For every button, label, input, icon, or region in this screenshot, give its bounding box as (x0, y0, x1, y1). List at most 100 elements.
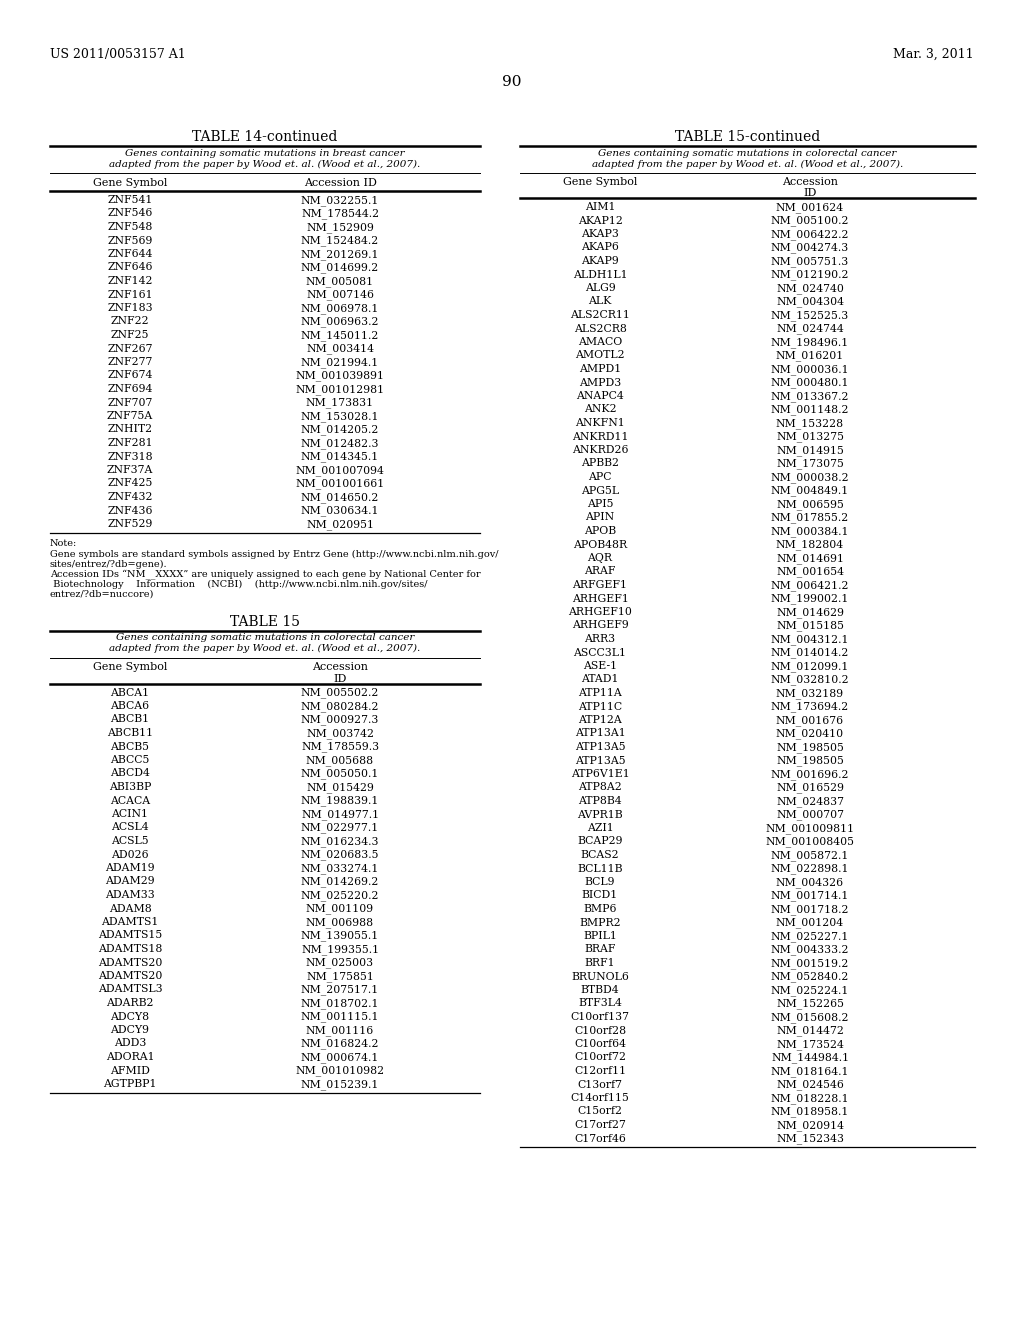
Text: APC: APC (588, 473, 611, 482)
Text: ALG9: ALG9 (585, 282, 615, 293)
Text: NM_014345.1: NM_014345.1 (301, 451, 379, 462)
Text: ATP8A2: ATP8A2 (579, 783, 622, 792)
Text: NM_018958.1: NM_018958.1 (771, 1106, 849, 1117)
Text: US 2011/0053157 A1: US 2011/0053157 A1 (50, 48, 185, 61)
Text: AMACO: AMACO (578, 337, 623, 347)
Text: NM_005050.1: NM_005050.1 (301, 768, 379, 779)
Text: NM_001007094: NM_001007094 (296, 465, 384, 475)
Text: C14orf115: C14orf115 (570, 1093, 630, 1104)
Text: NM_003742: NM_003742 (306, 729, 374, 739)
Text: AVPR1B: AVPR1B (578, 809, 623, 820)
Text: NM_000674.1: NM_000674.1 (301, 1052, 379, 1063)
Text: NM_178544.2: NM_178544.2 (301, 209, 379, 219)
Text: NM_004333.2: NM_004333.2 (771, 945, 849, 956)
Text: NM_006988: NM_006988 (306, 917, 374, 928)
Text: NM_001718.2: NM_001718.2 (771, 904, 849, 915)
Text: ATP11A: ATP11A (579, 688, 622, 698)
Text: NM_198839.1: NM_198839.1 (301, 796, 379, 807)
Text: APOB: APOB (584, 525, 616, 536)
Text: NM_198496.1: NM_198496.1 (771, 337, 849, 347)
Text: NM_001109: NM_001109 (306, 903, 374, 915)
Text: ATP13A5: ATP13A5 (574, 742, 626, 752)
Text: ZNF75A: ZNF75A (106, 411, 154, 421)
Text: Biotechnology    Information    (NCBI)    (http://www.ncbi.nlm.nih.gov/sites/: Biotechnology Information (NCBI) (http:/… (50, 579, 427, 589)
Text: NM_015608.2: NM_015608.2 (771, 1012, 849, 1023)
Text: AMPD1: AMPD1 (579, 364, 622, 374)
Text: NM_173831: NM_173831 (306, 397, 374, 408)
Text: NM_018702.1: NM_018702.1 (301, 998, 379, 1008)
Text: NM_001115.1: NM_001115.1 (301, 1011, 379, 1022)
Text: NM_001624: NM_001624 (776, 202, 844, 213)
Text: ABCA6: ABCA6 (111, 701, 150, 711)
Text: C10orf64: C10orf64 (574, 1039, 626, 1049)
Text: ADAMTS15: ADAMTS15 (98, 931, 162, 940)
Text: NM_005502.2: NM_005502.2 (301, 688, 379, 698)
Text: NM_001010982: NM_001010982 (296, 1065, 385, 1076)
Text: NM_182804: NM_182804 (776, 540, 844, 550)
Text: NM_024837: NM_024837 (776, 796, 844, 807)
Text: AQR: AQR (588, 553, 612, 564)
Text: NM_014014.2: NM_014014.2 (771, 648, 849, 659)
Text: BCL9: BCL9 (585, 876, 615, 887)
Text: ZNF436: ZNF436 (108, 506, 153, 516)
Text: BCAS2: BCAS2 (581, 850, 620, 861)
Text: APG5L: APG5L (581, 486, 620, 495)
Text: NM_000707: NM_000707 (776, 809, 844, 820)
Text: 90: 90 (502, 75, 522, 88)
Text: NM_001654: NM_001654 (776, 566, 844, 577)
Text: ZNF529: ZNF529 (108, 519, 153, 529)
Text: ZNF318: ZNF318 (108, 451, 153, 462)
Text: NM_032189: NM_032189 (776, 688, 844, 698)
Text: NM_020410: NM_020410 (776, 729, 844, 739)
Text: ADCY8: ADCY8 (111, 1011, 150, 1022)
Text: Accession ID: Accession ID (303, 178, 377, 187)
Text: ARR3: ARR3 (585, 634, 615, 644)
Text: TABLE 15: TABLE 15 (230, 615, 300, 628)
Text: NM_175851: NM_175851 (306, 972, 374, 982)
Text: C10orf28: C10orf28 (573, 1026, 626, 1035)
Text: NM_006963.2: NM_006963.2 (301, 317, 379, 327)
Text: BMP6: BMP6 (584, 904, 616, 913)
Text: ABCA1: ABCA1 (111, 688, 150, 697)
Text: AMOTL2: AMOTL2 (575, 351, 625, 360)
Text: NM_000384.1: NM_000384.1 (771, 525, 849, 537)
Text: BTF3L4: BTF3L4 (579, 998, 622, 1008)
Text: NM_201269.1: NM_201269.1 (301, 249, 379, 260)
Text: ADORA1: ADORA1 (105, 1052, 155, 1063)
Text: BRUNOL6: BRUNOL6 (571, 972, 629, 982)
Text: BRF1: BRF1 (585, 958, 615, 968)
Text: C17orf46: C17orf46 (574, 1134, 626, 1143)
Text: ABCB5: ABCB5 (111, 742, 150, 751)
Text: NM_001676: NM_001676 (776, 715, 844, 726)
Text: NM_001008405: NM_001008405 (766, 837, 854, 847)
Text: NM_014629: NM_014629 (776, 607, 844, 618)
Text: NM_025003: NM_025003 (306, 957, 374, 968)
Text: ABCD4: ABCD4 (110, 768, 150, 779)
Text: ADAMTS20: ADAMTS20 (98, 972, 162, 981)
Text: NM_005081: NM_005081 (306, 276, 374, 286)
Text: NM_207517.1: NM_207517.1 (301, 985, 379, 995)
Text: NM_014269.2: NM_014269.2 (301, 876, 379, 887)
Text: NM_000927.3: NM_000927.3 (301, 714, 379, 725)
Text: ATAD1: ATAD1 (582, 675, 618, 685)
Text: AKAP12: AKAP12 (578, 215, 623, 226)
Text: ZNF674: ZNF674 (108, 371, 153, 380)
Text: ZNF281: ZNF281 (108, 438, 153, 447)
Text: NM_153028.1: NM_153028.1 (301, 411, 379, 421)
Text: ZNF267: ZNF267 (108, 343, 153, 354)
Text: NM_173524: NM_173524 (776, 1039, 844, 1049)
Text: Gene Symbol: Gene Symbol (93, 663, 167, 672)
Text: Genes containing somatic mutations in colorectal cancer
adapted from the paper b: Genes containing somatic mutations in co… (110, 634, 421, 653)
Text: NM_015185: NM_015185 (776, 620, 844, 631)
Text: C10orf137: C10orf137 (570, 1012, 630, 1022)
Text: ARHGEF1: ARHGEF1 (571, 594, 629, 603)
Text: NM_016529: NM_016529 (776, 783, 844, 793)
Text: NM_001519.2: NM_001519.2 (771, 958, 849, 969)
Text: NM_153228: NM_153228 (776, 418, 844, 429)
Text: ZNF569: ZNF569 (108, 235, 153, 246)
Text: NM_025224.1: NM_025224.1 (771, 985, 849, 995)
Text: NM_003414: NM_003414 (306, 343, 374, 354)
Text: AD026: AD026 (112, 850, 148, 859)
Text: ADAM19: ADAM19 (105, 863, 155, 873)
Text: ZNF22: ZNF22 (111, 317, 150, 326)
